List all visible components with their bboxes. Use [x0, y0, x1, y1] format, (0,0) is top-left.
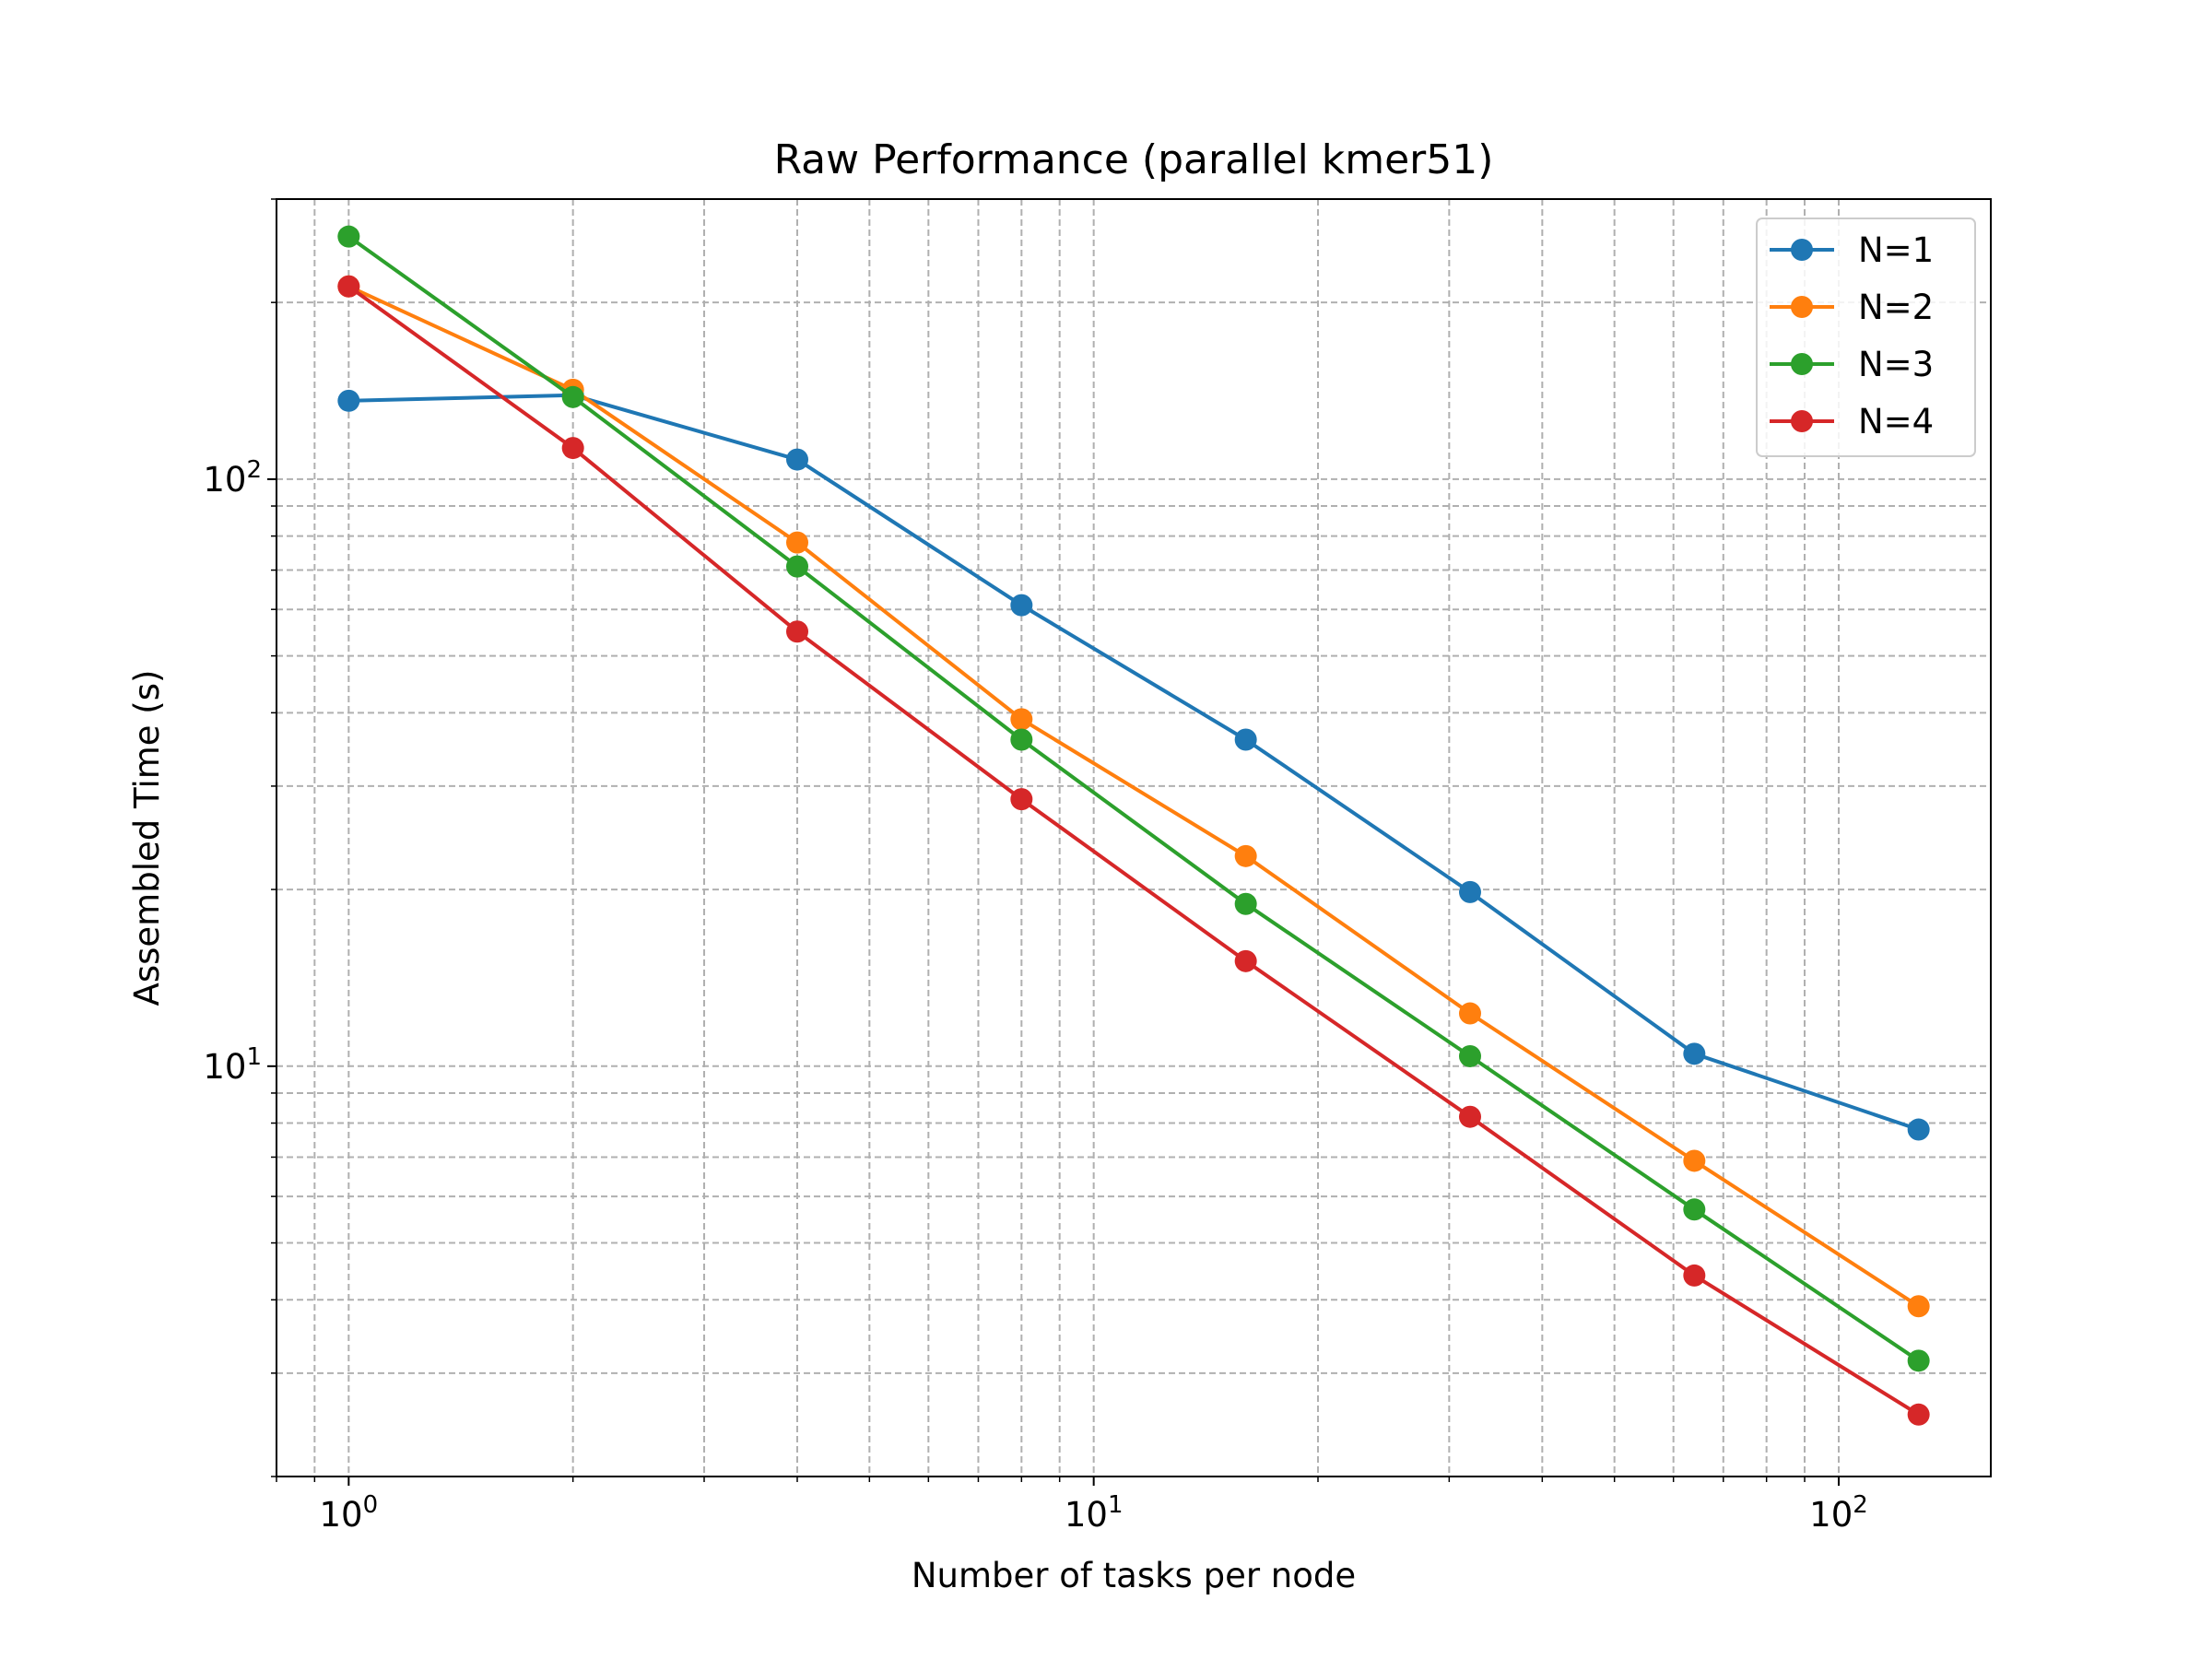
data-point	[1458, 1105, 1481, 1128]
x-tick-label: 102	[1809, 1491, 1868, 1535]
data-point	[1010, 788, 1033, 811]
series-line	[347, 285, 1920, 1417]
series-line	[347, 234, 1920, 1362]
plot-frame	[276, 198, 1992, 1477]
x-tick-label: 101	[1065, 1491, 1124, 1535]
x-tick-label: 100	[320, 1491, 379, 1535]
data-point	[1234, 892, 1257, 915]
chart-title: Raw Performance (parallel kmer51)	[774, 136, 1494, 183]
series-line	[347, 284, 1920, 1308]
data-point	[1458, 880, 1481, 903]
data-point	[1234, 728, 1257, 751]
data-point	[786, 531, 809, 554]
y-axis-label: Assembled Time (s)	[127, 670, 167, 1006]
data-point	[1683, 1264, 1706, 1287]
data-point	[337, 275, 360, 298]
y-tick-label: 102	[203, 456, 262, 500]
data-point	[1907, 1349, 1930, 1372]
data-point	[1907, 1295, 1930, 1318]
data-point	[1907, 1118, 1930, 1141]
data-point	[1010, 728, 1033, 751]
data-point	[561, 437, 584, 460]
data-point	[1010, 594, 1033, 617]
series-group	[337, 225, 1930, 1426]
data-point	[1683, 1149, 1706, 1172]
data-point	[1458, 1002, 1481, 1025]
data-point	[786, 620, 809, 643]
axis-ticks: 100 101 102 101 102	[203, 198, 1868, 1535]
data-point	[561, 385, 584, 408]
y-tick-label: 101	[203, 1043, 262, 1087]
data-point	[337, 225, 360, 248]
legend-marker	[1791, 410, 1813, 432]
data-point	[337, 389, 360, 412]
legend-box	[1756, 218, 1976, 457]
data-point	[786, 448, 809, 471]
legend-marker	[1791, 296, 1813, 318]
x-axis-label: Number of tasks per node	[912, 1556, 1356, 1595]
data-point	[1683, 1042, 1706, 1065]
legend-label: N=1	[1858, 230, 1934, 270]
data-point	[786, 555, 809, 578]
data-point	[1234, 844, 1257, 867]
data-point	[1458, 1044, 1481, 1067]
data-point	[1683, 1198, 1706, 1221]
legend-label: N=2	[1858, 288, 1934, 327]
data-point	[1907, 1403, 1930, 1426]
series-line	[348, 393, 1920, 1132]
data-point	[1010, 708, 1033, 731]
legend-marker	[1791, 239, 1813, 261]
data-point	[1234, 949, 1257, 972]
legend-label: N=4	[1858, 402, 1934, 441]
legend-marker	[1791, 353, 1813, 375]
legend: N=1 N=2 N=3 N=4	[1756, 218, 1976, 457]
legend-label: N=3	[1858, 345, 1934, 384]
